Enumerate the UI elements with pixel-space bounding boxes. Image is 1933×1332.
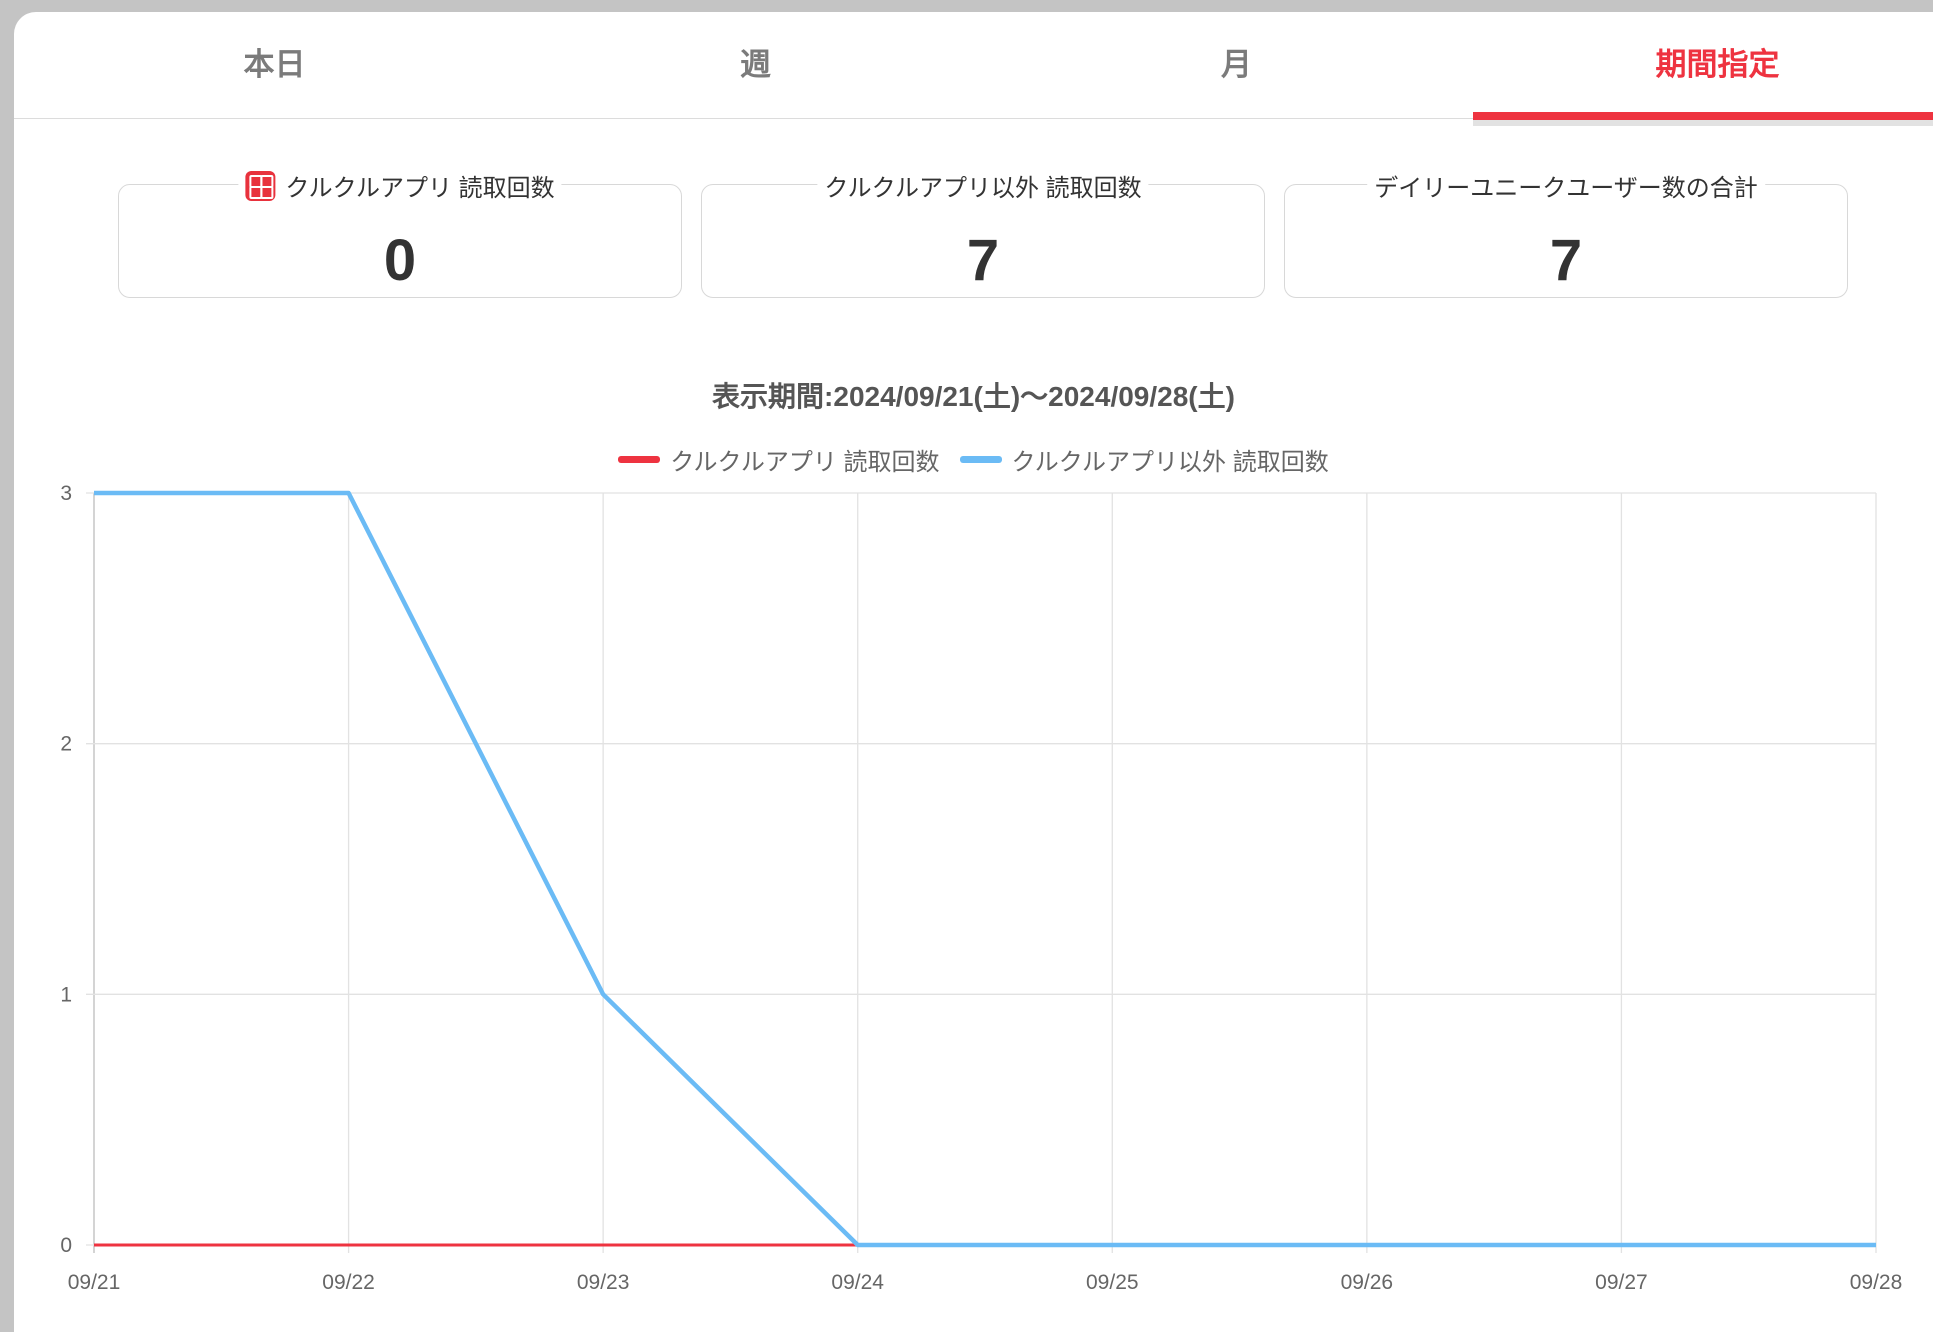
stat-app-reads-label: クルクルアプリ 読取回数 [285, 175, 555, 202]
qr-app-icon [245, 170, 276, 201]
dashboard-panel: 本日 週 月 期間指定 クルクルアプリ 読取回数 0 クルクルアプリ以外 読取回… [14, 12, 1933, 1332]
stat-card-other-reads: クルクルアプリ以外 読取回数 7 [701, 168, 1265, 298]
legend-item-other[interactable]: クルクルアプリ以外 読取回数 [959, 442, 1329, 477]
line-chart: 09/21 09/22 09/23 09/24 09/25 09/26 09/27 09/28… [60, 482, 1903, 1294]
legend-swatch-other [959, 456, 1002, 463]
stat-card-unique-users: デイリーユニークユーザー数の合計 7 [1284, 168, 1848, 298]
stat-other-reads-value: 7 [966, 228, 1000, 293]
tab-month[interactable]: 月 [1221, 46, 1252, 82]
x-tick-label: 09/22 [322, 1271, 375, 1294]
stat-card-app-reads: クルクルアプリ 読取回数 0 [118, 168, 682, 298]
y-tick-label: 1 [60, 983, 72, 1006]
stat-other-reads-label: クルクルアプリ以外 読取回数 [817, 168, 1149, 203]
legend-label-app: クルクルアプリ 読取回数 [670, 449, 940, 476]
period-tabs: 本日 週 月 期間指定 [14, 12, 1933, 126]
y-tick-label: 0 [60, 1234, 72, 1257]
y-tick-label: 2 [60, 733, 72, 756]
chart-legend: クルクルアプリ 読取回数 クルクルアプリ以外 読取回数 [14, 442, 1933, 477]
tab-today[interactable]: 本日 [243, 46, 306, 82]
x-tick-label: 09/26 [1341, 1271, 1394, 1294]
active-tab-indicator [1473, 112, 1933, 126]
legend-item-app[interactable]: クルクルアプリ 読取回数 [618, 442, 940, 477]
legend-label-other: クルクルアプリ以外 読取回数 [1011, 449, 1329, 476]
x-tick-label: 09/28 [1850, 1271, 1903, 1294]
x-tick-label: 09/24 [831, 1271, 884, 1294]
x-tick-label: 09/25 [1086, 1271, 1139, 1294]
display-period: 表示期間:2024/09/21(土)〜2024/09/28(土) [712, 381, 1235, 412]
stat-card-label: クルクルアプリ 読取回数 [238, 168, 562, 203]
x-tick-label: 09/21 [68, 1271, 121, 1294]
stat-unique-users-label: デイリーユニークユーザー数の合計 [1367, 168, 1765, 203]
tab-custom-period[interactable]: 期間指定 [1655, 46, 1780, 82]
stat-unique-users-value: 7 [1549, 228, 1583, 293]
legend-swatch-app [618, 456, 661, 463]
y-tick-label: 3 [60, 482, 72, 505]
x-tick-label: 09/23 [577, 1271, 630, 1294]
x-tick-label: 09/27 [1595, 1271, 1648, 1294]
tab-week[interactable]: 週 [740, 46, 771, 82]
series-line-other [94, 490, 1876, 1248]
stat-app-reads-value: 0 [383, 228, 417, 293]
